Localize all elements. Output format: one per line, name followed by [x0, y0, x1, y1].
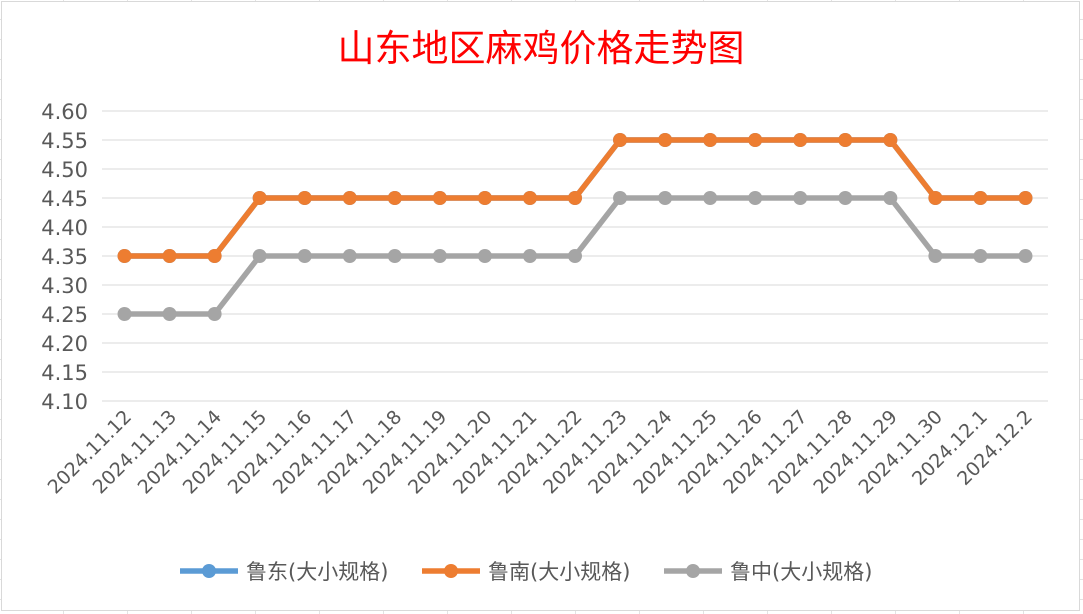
data-point: [703, 133, 718, 147]
y-axis-ticks: 4.10 4.15 4.20 4.25 4.30 4.35 4.40 4.45 4.50 4.55…: [41, 100, 88, 414]
x-axis-ticks: 2024.11.122024.11.132024.11.142024.11.15…: [44, 406, 1037, 498]
legend-marker: [202, 564, 216, 578]
data-point: [342, 191, 357, 205]
chart-title: 山东地区麻鸡价格走势图: [338, 27, 745, 70]
series-3: [117, 191, 1033, 321]
y-tick-label: 4.60: [41, 100, 88, 124]
y-tick-label: 4.40: [41, 216, 88, 240]
data-point: [613, 191, 628, 205]
y-tick-label: 4.30: [41, 274, 88, 298]
data-point: [1018, 249, 1033, 263]
legend-item: 鲁东(大小规格): [180, 560, 388, 584]
y-tick-label: 4.50: [41, 158, 88, 182]
data-point: [207, 307, 222, 321]
y-tick-label: 4.55: [41, 129, 88, 153]
legend-marker: [686, 564, 700, 578]
data-point: [748, 191, 763, 205]
data-point: [432, 249, 447, 263]
data-point: [297, 191, 312, 205]
legend-item: 鲁南(大小规格): [422, 560, 630, 584]
data-point: [162, 307, 177, 321]
data-point: [252, 191, 267, 205]
data-point: [477, 191, 492, 205]
legend-label: 鲁中(大小规格): [730, 560, 872, 584]
y-tick-label: 4.10: [41, 390, 88, 414]
data-point: [883, 191, 898, 205]
data-point: [928, 191, 943, 205]
data-point: [658, 133, 673, 147]
data-point: [793, 133, 808, 147]
y-tick-label: 4.35: [41, 245, 88, 269]
data-point: [793, 191, 808, 205]
data-point: [928, 249, 943, 263]
data-point: [613, 133, 628, 147]
data-point: [703, 191, 718, 205]
y-tick-label: 4.25: [41, 303, 88, 327]
data-point: [883, 133, 898, 147]
legend-label: 鲁东(大小规格): [246, 560, 388, 584]
legend: 鲁东(大小规格) 鲁南(大小规格) 鲁中(大小规格): [180, 560, 872, 584]
data-point: [568, 191, 582, 205]
data-point: [387, 191, 402, 205]
data-point: [297, 249, 312, 263]
y-tick-label: 4.20: [41, 332, 88, 356]
data-point: [477, 249, 492, 263]
legend-item: 鲁中(大小规格): [664, 560, 872, 584]
data-point: [522, 191, 537, 205]
data-point: [973, 249, 988, 263]
data-point: [117, 249, 132, 263]
data-point: [207, 249, 222, 263]
data-point: [117, 307, 132, 321]
data-point: [342, 249, 357, 263]
data-point: [1018, 191, 1033, 205]
data-point: [162, 249, 177, 263]
data-point: [568, 249, 582, 263]
data-point: [252, 249, 267, 263]
data-point: [838, 191, 853, 205]
data-point: [432, 191, 447, 205]
data-point: [973, 191, 988, 205]
series-group: [117, 133, 1033, 321]
data-point: [748, 133, 763, 147]
series-2: [117, 133, 1033, 263]
y-tick-label: 4.15: [41, 361, 88, 385]
data-point: [387, 249, 402, 263]
legend-label: 鲁南(大小规格): [488, 560, 630, 584]
legend-marker: [444, 564, 458, 578]
data-point: [838, 133, 853, 147]
data-point: [522, 249, 537, 263]
y-tick-label: 4.45: [41, 187, 88, 211]
data-point: [658, 191, 673, 205]
